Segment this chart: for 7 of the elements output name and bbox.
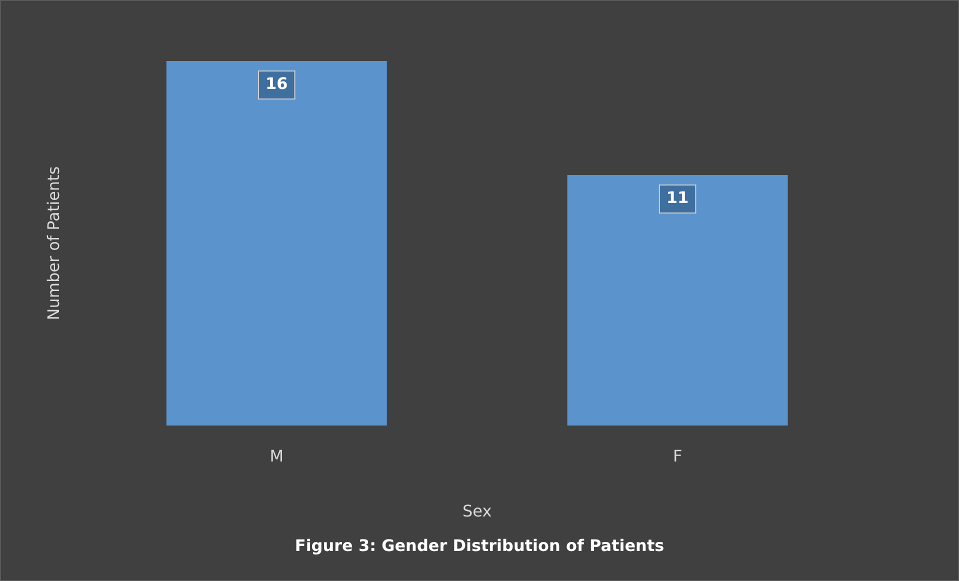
x-tick-label: M (270, 446, 284, 466)
y-axis-title: Number of Patients (44, 166, 63, 320)
x-tick-label: F (672, 446, 682, 466)
x-axis-title: Sex (462, 502, 492, 521)
data-label: 11 (666, 188, 689, 208)
caption: Figure 3: Gender Distribution of Patients (294, 536, 666, 555)
data-label: 16 (266, 74, 288, 94)
